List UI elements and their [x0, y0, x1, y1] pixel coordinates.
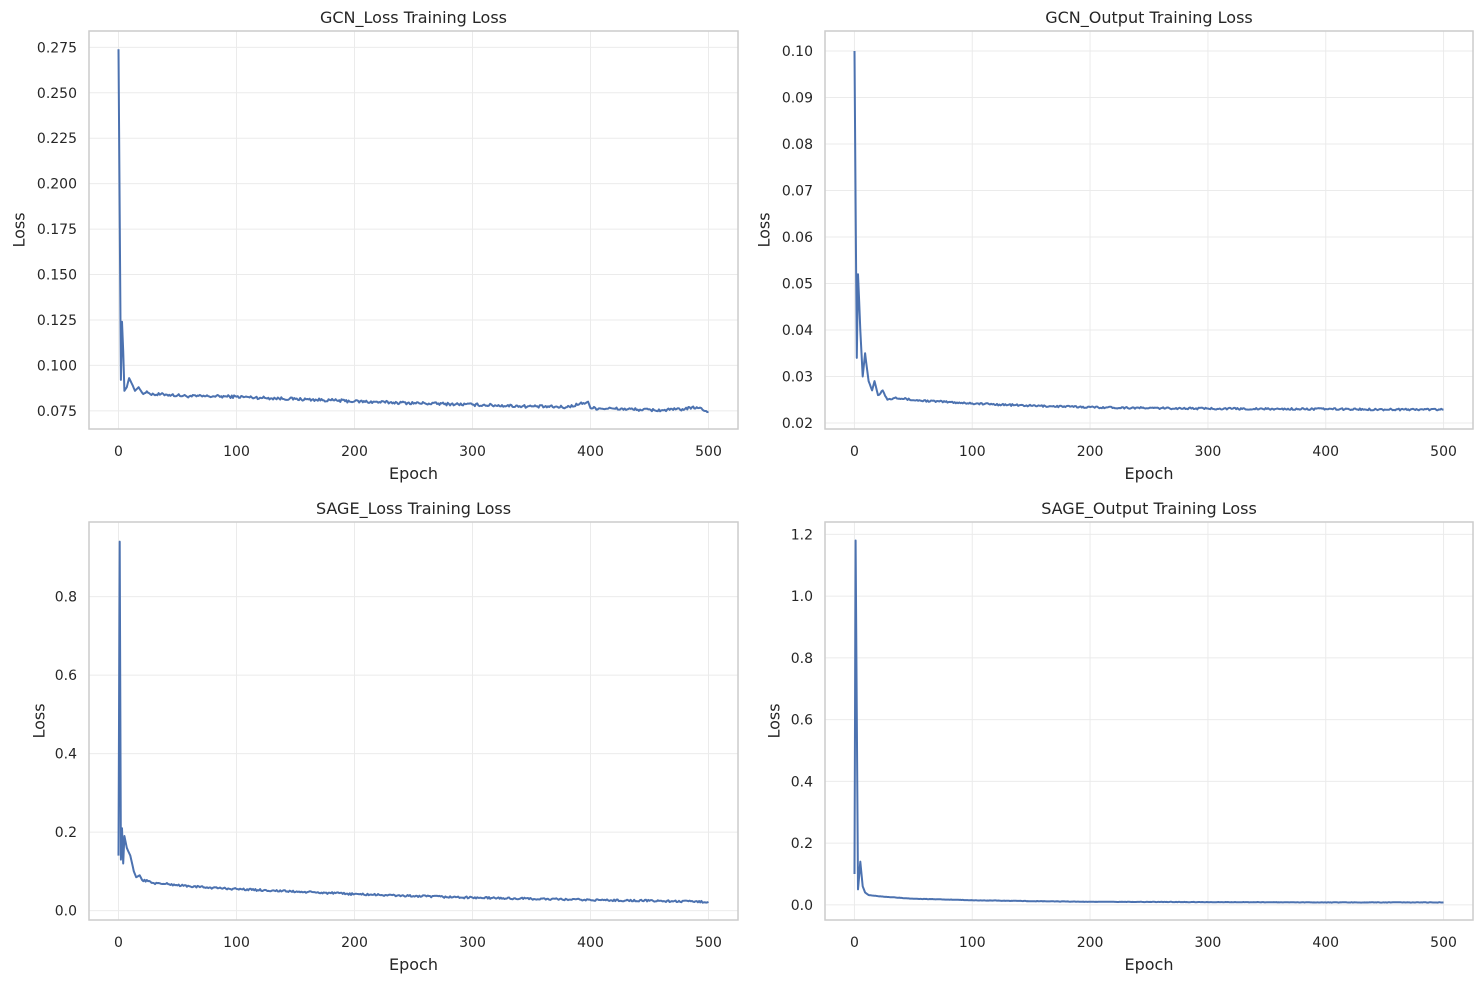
chart-panel-1: 0 100 200 300 400 500 0.075 0.100 0.125 0.150 0.17…: [10, 8, 739, 483]
y-tick-label: 0.03: [782, 369, 813, 385]
y-tick-label: 0.0: [55, 904, 77, 920]
y-axis-label: Loss: [30, 703, 49, 738]
x-tick-label: 200: [1077, 935, 1104, 951]
x-tick-label: 400: [1312, 935, 1339, 951]
y-tick-label: 0.250: [37, 86, 77, 102]
y-tick-label: 0.09: [782, 90, 813, 106]
loss-series-line: [117, 540, 709, 904]
y-tick-label: 0.06: [782, 230, 813, 246]
x-tick-label: 500: [1430, 935, 1457, 951]
plot-frame: [88, 521, 739, 921]
x-tick-label: 100: [223, 444, 250, 460]
x-tick-label: 0: [114, 935, 123, 951]
x-tick-label: 500: [695, 444, 722, 460]
y-tick-label: 0.100: [37, 358, 77, 374]
y-tick-label: 0.8: [791, 651, 813, 667]
y-tick-label: 1.2: [791, 527, 813, 543]
y-tick-label: 0.275: [37, 40, 77, 56]
y-tick-label: 0.07: [782, 183, 813, 199]
y-axis-label: Loss: [10, 212, 29, 247]
chart-title: SAGE_Loss Training Loss: [316, 499, 511, 519]
y-tick-label: 0.6: [791, 713, 813, 729]
chart-panel-4: 0 100 200 300 400 500 0.0 0.2 0.4 0.6 0.8 1.0 1.2 SAG…: [765, 499, 1474, 974]
y-tick-label: 0.075: [37, 404, 77, 420]
y-tick-label: 0.04: [782, 323, 813, 339]
plot-frame: [824, 521, 1474, 921]
loss-series-line: [117, 49, 709, 414]
loss-series-line: [853, 539, 1444, 904]
x-tick-label: 500: [1430, 444, 1457, 460]
y-tick-label: 0.225: [37, 131, 77, 147]
y-tick-label: 0.6: [55, 668, 77, 684]
x-axis-label: Epoch: [1125, 955, 1174, 974]
chart-title: GCN_Loss Training Loss: [320, 8, 507, 28]
x-tick-label: 300: [1195, 444, 1222, 460]
y-tick-label: 0.0: [791, 898, 813, 914]
y-tick-label: 1.0: [791, 589, 813, 605]
x-tick-label: 0: [114, 444, 123, 460]
x-tick-label: 300: [459, 444, 486, 460]
x-tick-label: 200: [341, 935, 368, 951]
x-tick-label: 100: [959, 935, 986, 951]
x-tick-label: 400: [577, 935, 604, 951]
x-tick-label: 500: [695, 935, 722, 951]
y-tick-label: 0.200: [37, 177, 77, 193]
x-axis-label: Epoch: [389, 464, 438, 483]
plot-frame: [88, 30, 739, 430]
y-tick-label: 0.8: [55, 590, 77, 606]
y-axis-label: Loss: [755, 212, 774, 247]
x-tick-label: 300: [459, 935, 486, 951]
chart-title: GCN_Output Training Loss: [1045, 8, 1253, 28]
x-tick-label: 400: [1312, 444, 1339, 460]
x-axis-label: Epoch: [1125, 464, 1174, 483]
x-tick-label: 200: [1077, 444, 1104, 460]
y-tick-label: 0.2: [55, 825, 77, 841]
y-tick-label: 0.4: [55, 747, 77, 763]
x-tick-label: 100: [959, 444, 986, 460]
x-tick-label: 0: [850, 444, 859, 460]
y-tick-label: 0.02: [782, 416, 813, 432]
y-tick-label: 0.4: [791, 774, 813, 790]
y-axis-label: Loss: [765, 703, 784, 738]
y-tick-label: 0.150: [37, 268, 77, 284]
x-tick-label: 400: [577, 444, 604, 460]
loss-series-line: [853, 50, 1444, 412]
chart-panel-3: 0 100 200 300 400 500 0.0 0.2 0.4 0.6 0.8 SAGE_Loss…: [30, 499, 739, 974]
y-tick-label: 0.10: [782, 44, 813, 60]
chart-panel-2: 0 100 200 300 400 500 0.02 0.03 0.04 0.05 0.06 0.07…: [755, 8, 1474, 483]
y-tick-label: 0.125: [37, 313, 77, 329]
x-tick-label: 0: [850, 935, 859, 951]
y-tick-label: 0.2: [791, 836, 813, 852]
y-tick-label: 0.175: [37, 222, 77, 238]
y-tick-label: 0.08: [782, 137, 813, 153]
plot-frame: [824, 30, 1474, 430]
x-tick-label: 100: [223, 935, 250, 951]
x-axis-label: Epoch: [389, 955, 438, 974]
chart-title: SAGE_Output Training Loss: [1041, 499, 1257, 519]
x-tick-label: 300: [1195, 935, 1222, 951]
y-tick-label: 0.05: [782, 276, 813, 292]
x-tick-label: 200: [341, 444, 368, 460]
